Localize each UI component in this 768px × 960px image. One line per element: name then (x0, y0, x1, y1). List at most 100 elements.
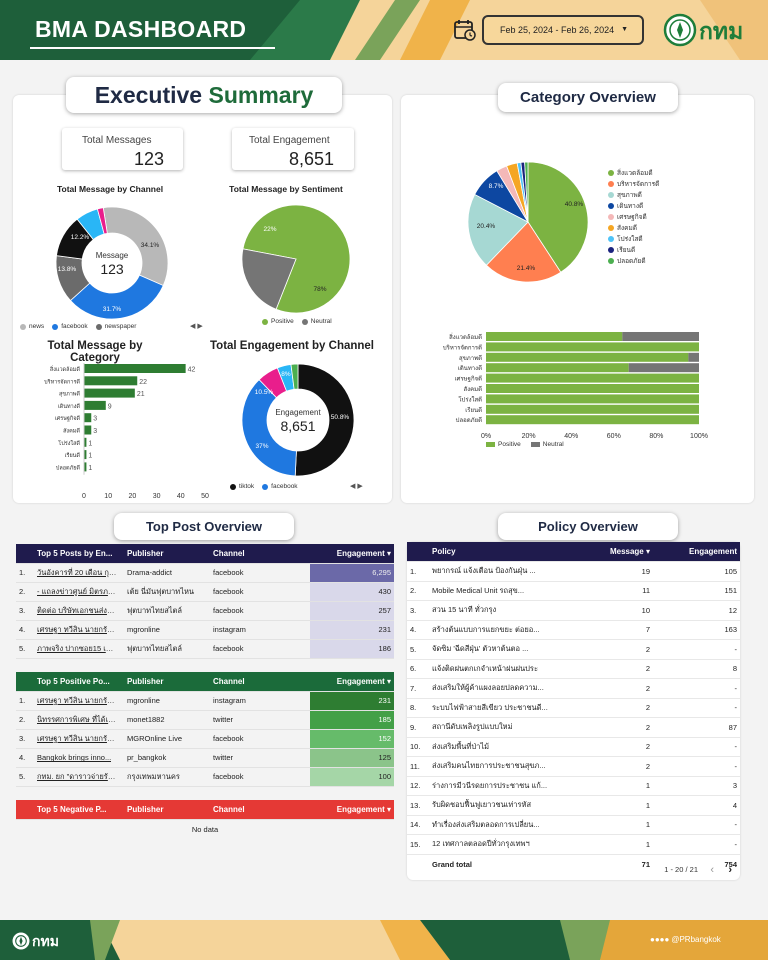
category-tick-label: เศรษฐกิจดี (55, 415, 81, 422)
footer-logo-text: กทม (32, 933, 59, 949)
table-row[interactable]: 5.กทม. ยก "ดาราวจ่ายรับบริการสู... กรุงเท… (16, 767, 394, 787)
table-cell: 4. (407, 620, 429, 640)
slice-label: 8% (281, 371, 291, 378)
table-row[interactable]: 15. 12 เทศกาลตลอดปีทั่วกรุงเทพฯ 1- (407, 834, 740, 855)
table-cell[interactable]: วันอังคารที่ 20 เดือน กุมภาพันธ์... (34, 563, 124, 583)
table-cell: facebook (210, 729, 310, 749)
table-cell: Mobile Medical Unit รถสุข... (429, 581, 587, 601)
table-row[interactable]: 1.เศรษฐา ทวีสิน นายกรัฐมนตรี... mgronline… (16, 691, 394, 711)
table-cell[interactable]: กทม. ยก "ดาราวจ่ายรับบริการสู... (34, 767, 124, 787)
slice-label: 20.4% (477, 223, 496, 230)
table-cell: 2 (587, 659, 653, 679)
legend-label: ปลอดภัยดี (617, 257, 646, 265)
positive-bar (486, 384, 699, 393)
header-cell[interactable]: Engagement ▾ (310, 544, 394, 564)
table-row[interactable]: 5.ภาพจริง ปากซอย15 เหลือ... ฟุตบาทไทยสไตล… (16, 639, 394, 659)
table-cell: 5. (16, 639, 34, 659)
category-tick-label: ปลอดภัยดี (456, 416, 482, 424)
table-row[interactable]: 1.วันอังคารที่ 20 เดือน กุมภาพันธ์... Dra… (16, 563, 394, 583)
table-cell[interactable]: เศรษฐา ทวีสิน นายกรัฐมนตรี... (34, 620, 124, 640)
table-row[interactable]: 12. ร่างการมีวนีรดยการประชาชน แก้... 1 3 (407, 776, 740, 796)
table-cell[interactable]: ติดต่อ บริษัทเอกชนส่งต่อ แก่... (34, 601, 124, 621)
table-cell: 2. (16, 710, 34, 730)
table-cell: 11. (407, 756, 429, 777)
post-link[interactable]: กทม. ยก "ดาราวจ่ายรับบริการสู... (37, 771, 117, 781)
slice-label: 8.7% (489, 183, 504, 190)
table-row[interactable]: 2.นิทรรศการพิเศษ ที่ได้เห็นมา... monet188… (16, 710, 394, 730)
category-bar-chart[interactable]: สิ่งแวดล้อมดี 42 บริหารจัดการดี 22 สุขภาพดี 2… (22, 360, 218, 502)
table-row[interactable]: 9. สถานีดับเพลิงรูปแบบใหม่ 2 87 (407, 717, 740, 738)
table-cell: สร้างต้นแบบการแยกขยะ ต่อยอ... (429, 620, 587, 640)
table-row[interactable]: 3. สวน 15 นาที ทั่วกรุง 10 12 (407, 600, 740, 621)
post-link[interactable]: เศรษฐา ทวีสิน นายกรัฐมนตรี... (37, 624, 117, 634)
table-cell: กรุงเทพมหานคร (124, 767, 210, 787)
sentiment-pie-chart[interactable]: 78% 22% (240, 203, 352, 315)
table-row[interactable]: 8. ระบบไฟฟ้าสายสีเขียว ประชาชนดี... 2- (407, 698, 740, 718)
table-cell: 8. (407, 698, 429, 718)
date-range-picker[interactable]: Feb 25, 2024 - Feb 26, 2024 ▼ (482, 15, 644, 45)
legend-label: Positive (271, 318, 294, 325)
header-cell[interactable]: Engagement ▾ (310, 800, 394, 820)
table-row[interactable]: 10. ส่งเสริมพื้นที่ป่าไม้ 2- (407, 737, 740, 757)
table-cell: 7. (407, 678, 429, 699)
table-row[interactable]: 5. จัดซิม 'ฉีดสีฝุ่น' ตัวหาต้นตอ ... 2- (407, 639, 740, 660)
category-bar-value: 22 (139, 379, 147, 386)
table-cell[interactable]: เศรษฐา ทวีสิน นายกรัฐมนตรี... (34, 729, 124, 749)
table-row[interactable]: 7. ส่งเสริมให้ผู้ค้าแผงลอยปลดความ... 2- (407, 678, 740, 699)
header-cell: Engagement (653, 542, 740, 562)
legend-pager-arrows[interactable]: ◀ ▶ (350, 483, 363, 490)
slice-label: 40.8% (565, 201, 584, 208)
table-row[interactable]: 4.เศรษฐา ทวีสิน นายกรัฐมนตรี... mgronline… (16, 620, 394, 640)
header-cell[interactable]: Message ▾ (587, 542, 653, 562)
calendar-icon[interactable] (454, 19, 476, 41)
post-link[interactable]: วันอังคารที่ 20 เดือน กุมภาพันธ์... (37, 567, 117, 577)
legend-label: สุขภาพดี (617, 191, 642, 199)
category-chart-title: Total Message by Category (47, 340, 143, 364)
post-link[interactable]: เศรษฐา ทวีสิน นายกรัฐมนตรี... (37, 695, 117, 705)
table-row[interactable]: 4. สร้างต้นแบบการแยกขยะ ต่อยอ... 7 163 (407, 620, 740, 640)
table-row[interactable]: 14. ทำเรื่องส่งเสริมตลอดการเปลี่ยน... 1- (407, 815, 740, 835)
table-cell: 7 (587, 620, 653, 640)
post-link[interactable]: ติดต่อ บริษัทเอกชนส่งต่อ แก่... (37, 605, 117, 615)
table-cell: 1 (587, 776, 653, 796)
post-link[interactable]: - แถลงข่าวศูนย์ มิตรภาพเพื่อรุ่ง... (37, 586, 117, 596)
table-cell: 10. (407, 737, 429, 757)
slice-label: 78% (313, 286, 326, 293)
legend-pager-arrows[interactable]: ◀ ▶ (190, 323, 203, 330)
table-cell: 1. (16, 691, 34, 711)
table-row[interactable]: 11. ส่งเสริมคนไทยการประชาชนสุขภ... 2- (407, 756, 740, 777)
table-cell[interactable]: ภาพจริง ปากซอย15 เหลือ... (34, 639, 124, 659)
table-row[interactable]: 1. พยากรณ์ แจ้งเตือน ป้องกันฝุ่น ... 19 105 (407, 561, 740, 582)
category-tick-label: โปร่งใสดี (58, 439, 80, 447)
post-link[interactable]: ภาพจริง ปากซอย15 เหลือ... (37, 643, 117, 653)
table-row[interactable]: 2.- แถลงข่าวศูนย์ มิตรภาพเพื่อรุ่ง... เต้… (16, 582, 394, 602)
title-part-1: Executive (94, 82, 203, 108)
table-cell[interactable]: Bangkok brings inno... (34, 748, 124, 768)
positive-bar (486, 404, 699, 414)
table-cell[interactable]: นิทรรศการพิเศษ ที่ได้เห็นมา... (34, 710, 124, 730)
prev-page-icon[interactable]: ‹ (710, 864, 714, 876)
header-cell: Top 5 Negative P... (34, 800, 124, 820)
table-row[interactable]: 3.เศรษฐา ทวีสิน นายกรัฐมนตรี... MGROnline… (16, 729, 394, 749)
table-cell: 100 (310, 767, 394, 787)
post-link[interactable]: นิทรรศการพิเศษ ที่ได้เห็นมา... (37, 714, 117, 724)
category-sentiment-stacked-bar[interactable]: สิ่งแวดล้อมดีบริหารจัดการดีสุขภาพดีเดินท… (410, 330, 740, 455)
header-cell[interactable]: Engagement ▾ (310, 672, 394, 692)
table-cell[interactable]: เศรษฐา ทวีสิน นายกรัฐมนตรี... (34, 691, 124, 711)
post-link[interactable]: เศรษฐา ทวีสิน นายกรัฐมนตรี... (37, 733, 117, 743)
table-cell: 2 (587, 717, 653, 738)
table-row[interactable]: 4. Bangkok brings inno... pr_bangkok twitte… (16, 748, 394, 768)
table-row[interactable]: 13. รับผิดชอบฟื้นฟูเยาวชนเท่ารหัส 1 4 (407, 795, 740, 816)
post-link[interactable]: Bangkok brings inno... (37, 753, 112, 763)
table-row[interactable]: 6. แจ้งติดฝนตกเกจำเหน้าฝนฝนประ 2 8 (407, 659, 740, 679)
social-links[interactable]: ●●●● @PRbangkok (650, 935, 721, 944)
table-cell[interactable]: - แถลงข่าวศูนย์ มิตรภาพเพื่อรุ่ง... (34, 582, 124, 602)
table-row[interactable]: 3.ติดต่อ บริษัทเอกชนส่งต่อ แก่... ฟุตบาทไ… (16, 601, 394, 621)
category-pie-chart[interactable]: 40.8% 21.4% 20.4% 8.7% (460, 152, 600, 292)
legend-item: บริหารจัดการดี (608, 178, 659, 189)
table-row[interactable]: 2. Mobile Medical Unit รถสุข... 11 151 (407, 581, 740, 601)
header-cell: Channel (210, 672, 310, 692)
next-page-icon[interactable]: › (728, 864, 732, 876)
